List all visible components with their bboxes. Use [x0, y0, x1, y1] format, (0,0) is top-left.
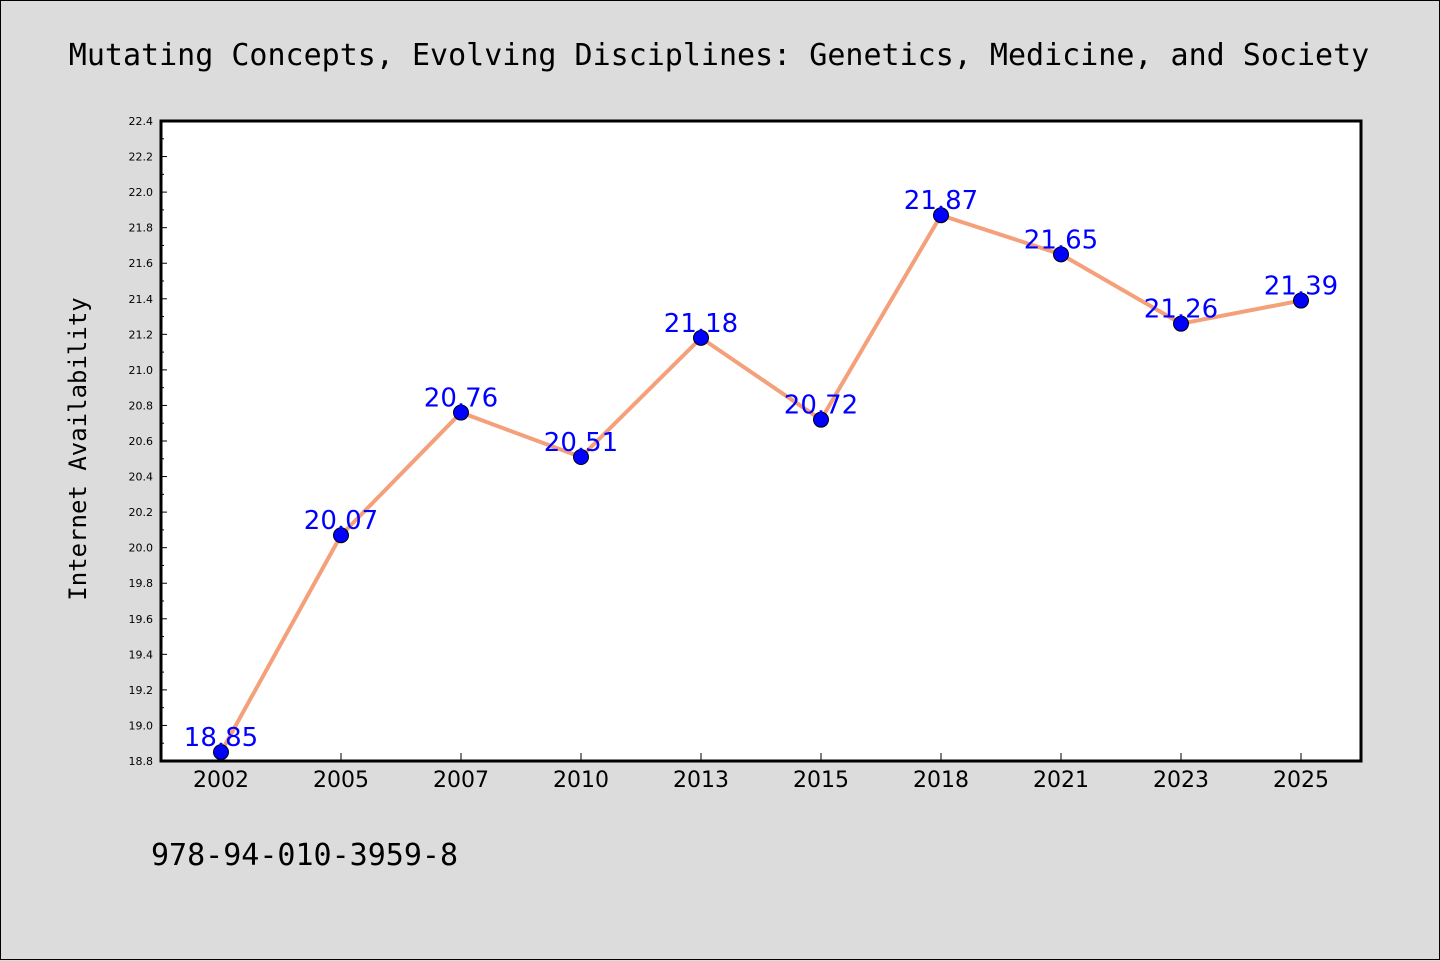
- series-line: [219, 213, 1302, 754]
- y-tick-label: 18.8: [129, 755, 154, 768]
- y-tick-label: 20.0: [129, 542, 154, 555]
- data-label: 21.18: [664, 309, 738, 339]
- chart-title: Mutating Concepts, Evolving Disciplines:…: [69, 38, 1369, 73]
- x-tick-label: 2025: [1273, 768, 1329, 793]
- x-tick-label: 2021: [1033, 768, 1089, 793]
- data-label: 20.51: [544, 428, 618, 458]
- x-tick-label: 2018: [913, 768, 969, 793]
- data-label: 21.39: [1264, 272, 1338, 302]
- y-tick-label: 22.0: [129, 186, 154, 199]
- data-label: 18.85: [184, 723, 258, 753]
- data-label: 20.76: [424, 384, 498, 414]
- y-tick-label: 22.4: [129, 115, 154, 128]
- y-tick-label: 20.6: [129, 435, 154, 448]
- data-point: [1173, 315, 1189, 332]
- y-tick-label: 20.8: [129, 399, 154, 412]
- data-label: 21.26: [1144, 295, 1218, 325]
- plot-area: [161, 121, 1361, 761]
- y-tick-label: 22.2: [129, 151, 154, 164]
- data-point: [333, 527, 349, 544]
- y-tick-label: 21.2: [129, 328, 154, 341]
- isbn-text: 978-94-010-3959-8: [151, 838, 458, 873]
- y-tick-label: 21.6: [129, 257, 154, 270]
- y-tick-label: 19.8: [129, 577, 154, 590]
- data-point: [813, 411, 829, 428]
- data-point: [1293, 292, 1309, 309]
- y-tick-label: 21.4: [129, 293, 154, 306]
- y-tick-label: 19.6: [129, 613, 154, 626]
- plot-frame: [159, 119, 1363, 763]
- y-tick-label: 21.8: [129, 222, 154, 235]
- data-label: 21.87: [904, 186, 978, 216]
- data-point: [693, 329, 709, 346]
- series-layer: [219, 213, 1302, 754]
- x-tick-label: 2002: [193, 768, 249, 793]
- x-tick-label: 2010: [553, 768, 609, 793]
- y-tick-label: 20.2: [129, 506, 154, 519]
- data-marks: 18.85 20.07 20.76 20.51 21.18 20.72 21.87 21.65…: [184, 186, 1338, 761]
- y-tick-label: 19.4: [129, 648, 154, 661]
- data-point: [933, 207, 949, 224]
- x-tick-label: 2005: [313, 768, 369, 793]
- x-tick-label: 2023: [1153, 768, 1209, 793]
- data-point: [1053, 246, 1069, 263]
- y-tick-label: 19.2: [129, 684, 154, 697]
- data-label: 20.07: [304, 506, 378, 536]
- y-tick-label: 21.0: [129, 364, 154, 377]
- axis-ticks: 18.8 19.0 19.2 19.4 19.6 19.8 20.0 20.2 20.4 20.6…: [129, 115, 1330, 793]
- data-label: 21.65: [1024, 225, 1098, 255]
- x-tick-label: 2015: [793, 768, 849, 793]
- y-tick-label: 20.4: [129, 471, 154, 484]
- data-point: [573, 449, 589, 465]
- y-tick-label: 19.0: [129, 719, 154, 732]
- data-label: 20.72: [784, 391, 858, 421]
- y-axis-label: Internet Availability: [64, 297, 92, 600]
- data-point: [453, 404, 469, 421]
- x-tick-label: 2007: [433, 768, 489, 793]
- x-tick-label: 2013: [673, 768, 729, 793]
